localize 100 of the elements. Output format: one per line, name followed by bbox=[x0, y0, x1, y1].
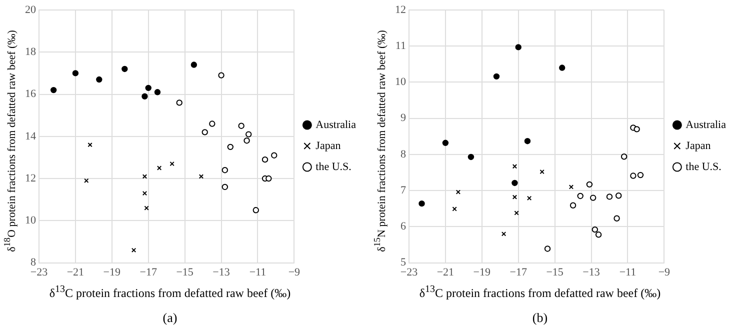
x-tick-label: −19 bbox=[473, 266, 492, 278]
y-tick-label: 7 bbox=[400, 184, 406, 196]
point bbox=[620, 154, 628, 160]
y-tick-label: 12 bbox=[395, 4, 406, 16]
legend-label: the U.S. bbox=[686, 160, 722, 173]
point bbox=[468, 154, 474, 160]
point bbox=[592, 226, 598, 233]
point bbox=[156, 166, 162, 170]
legend-label: the U.S. bbox=[316, 160, 352, 173]
legend-label: Japan bbox=[316, 140, 342, 152]
text: (b) bbox=[531, 310, 549, 326]
y-tick-label: 20 bbox=[25, 4, 36, 16]
point bbox=[526, 196, 532, 200]
x-tick-label: −23 bbox=[30, 266, 48, 278]
point bbox=[577, 192, 584, 200]
y-tick-label: 9 bbox=[400, 112, 406, 124]
point bbox=[512, 180, 518, 186]
point bbox=[515, 44, 522, 50]
x-tick-label: −21 bbox=[66, 266, 84, 278]
x-tick-label: −9 bbox=[288, 266, 301, 278]
y-tick-label: 12 bbox=[25, 172, 36, 184]
point bbox=[512, 194, 518, 200]
point bbox=[227, 144, 234, 150]
y-tick-label: 11 bbox=[395, 40, 406, 52]
y-tick-label: 5 bbox=[400, 256, 406, 269]
point bbox=[209, 120, 216, 127]
x-tick-label: −11 bbox=[249, 266, 266, 278]
point bbox=[266, 175, 272, 182]
point bbox=[262, 156, 268, 163]
point bbox=[514, 210, 519, 216]
point bbox=[198, 174, 204, 179]
x-tick-label: −17 bbox=[140, 266, 158, 278]
point bbox=[142, 93, 148, 100]
y-tick-label: 18 bbox=[25, 46, 36, 58]
point bbox=[50, 86, 57, 94]
x-axis-title: δ$^{13}$C protein fractions from defatted raw beef (‰) bbox=[48, 284, 292, 301]
point bbox=[452, 206, 457, 212]
point bbox=[586, 181, 593, 188]
point bbox=[244, 138, 250, 144]
point bbox=[606, 194, 613, 200]
point bbox=[84, 178, 89, 183]
y-tick-label: 16 bbox=[25, 88, 36, 100]
point bbox=[144, 206, 149, 210]
point bbox=[154, 89, 161, 96]
point bbox=[630, 172, 636, 179]
point bbox=[616, 192, 622, 199]
x-tick-label: −15 bbox=[176, 266, 194, 278]
point bbox=[559, 64, 566, 71]
x-tick-label: −15 bbox=[546, 266, 564, 278]
point bbox=[142, 174, 148, 179]
legend-label: Australia bbox=[686, 118, 726, 131]
x-tick-label: −9 bbox=[658, 266, 671, 278]
point bbox=[88, 142, 92, 148]
y-tick-label: 10 bbox=[25, 214, 36, 227]
point bbox=[614, 215, 620, 222]
x-tick-label: −19 bbox=[103, 266, 122, 278]
point bbox=[170, 161, 174, 166]
point bbox=[418, 200, 425, 207]
point bbox=[568, 184, 574, 190]
x-tick-label: −13 bbox=[582, 266, 600, 278]
point bbox=[142, 190, 148, 196]
point bbox=[176, 100, 182, 106]
point bbox=[271, 152, 278, 158]
point bbox=[72, 70, 79, 76]
point bbox=[145, 84, 152, 92]
legend-label: Japan bbox=[686, 140, 712, 152]
point bbox=[238, 122, 244, 129]
x-tick-label: −11 bbox=[619, 266, 636, 278]
point bbox=[122, 66, 128, 72]
point bbox=[246, 131, 252, 138]
y-tick-label: 14 bbox=[25, 130, 36, 142]
x-tick-label: −17 bbox=[510, 266, 528, 278]
point bbox=[218, 72, 224, 78]
point bbox=[540, 169, 544, 174]
y-tick-label: 8 bbox=[30, 256, 36, 269]
point bbox=[442, 140, 449, 146]
point bbox=[512, 164, 518, 169]
point bbox=[222, 167, 228, 174]
point bbox=[524, 138, 531, 144]
point bbox=[190, 62, 198, 68]
legend-label: Australia bbox=[316, 118, 356, 131]
point bbox=[222, 184, 228, 190]
y-tick-label: 10 bbox=[395, 76, 406, 88]
y-tick-label: 8 bbox=[400, 148, 406, 160]
point bbox=[501, 232, 506, 236]
x-axis-title: δ$^{13}$C protein fractions from defatted raw beef (‰) bbox=[418, 284, 662, 301]
x-tick-label: −21 bbox=[436, 266, 454, 278]
point bbox=[544, 246, 551, 252]
x-tick-label: −23 bbox=[400, 266, 418, 278]
point bbox=[131, 248, 136, 252]
text: (a) bbox=[162, 310, 178, 326]
y-tick-label: 6 bbox=[400, 220, 406, 233]
point bbox=[595, 232, 602, 238]
point bbox=[570, 202, 576, 208]
point bbox=[202, 129, 208, 136]
point bbox=[634, 126, 640, 132]
point bbox=[456, 190, 461, 194]
point bbox=[96, 76, 102, 83]
point bbox=[590, 194, 596, 201]
point bbox=[493, 73, 500, 80]
